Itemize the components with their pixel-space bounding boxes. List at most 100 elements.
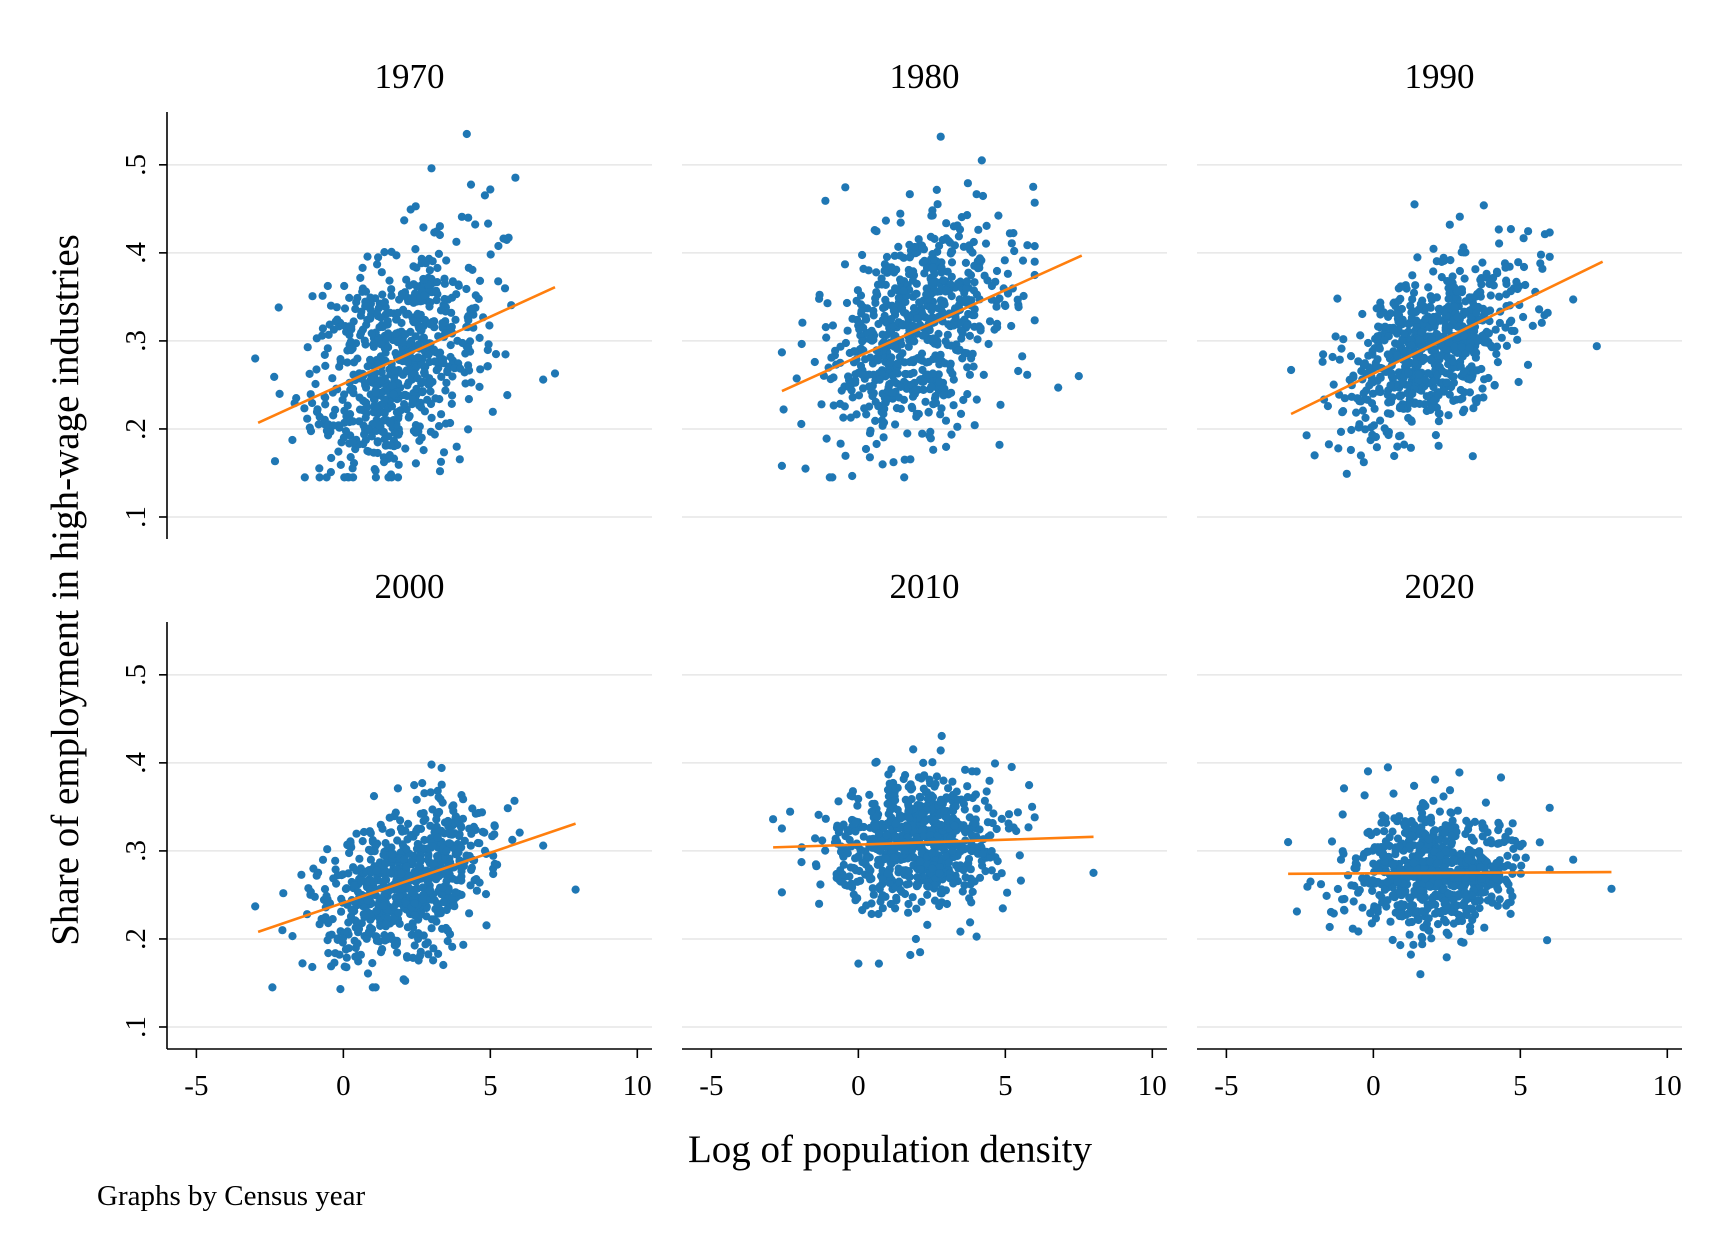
data-point bbox=[420, 789, 429, 798]
data-point bbox=[940, 806, 949, 815]
data-point bbox=[954, 279, 963, 288]
data-point bbox=[1432, 859, 1442, 868]
data-point bbox=[1407, 831, 1416, 840]
data-point bbox=[913, 314, 922, 323]
data-point bbox=[851, 827, 860, 836]
data-point bbox=[896, 251, 905, 260]
data-point bbox=[1376, 373, 1385, 382]
data-point bbox=[841, 832, 850, 841]
data-point bbox=[879, 824, 888, 833]
data-point bbox=[913, 873, 922, 882]
data-point bbox=[873, 356, 883, 365]
data-point bbox=[399, 855, 408, 864]
data-point bbox=[1478, 819, 1487, 828]
data-point bbox=[908, 321, 917, 330]
data-point bbox=[1461, 829, 1470, 839]
data-point bbox=[1455, 768, 1464, 777]
data-point bbox=[1429, 796, 1438, 805]
data-point bbox=[903, 429, 912, 438]
data-point bbox=[1459, 243, 1468, 252]
data-point bbox=[843, 326, 852, 335]
data-point bbox=[1356, 331, 1365, 340]
data-point bbox=[306, 390, 315, 399]
data-point bbox=[378, 945, 387, 954]
data-point bbox=[906, 333, 915, 342]
data-point bbox=[1431, 775, 1440, 784]
data-point bbox=[455, 455, 464, 464]
data-point bbox=[341, 427, 351, 436]
data-point bbox=[1030, 198, 1039, 207]
data-point bbox=[386, 441, 395, 450]
data-point bbox=[1381, 837, 1390, 846]
data-point bbox=[1003, 888, 1012, 897]
data-point bbox=[944, 784, 953, 793]
data-point bbox=[936, 132, 945, 141]
data-point bbox=[396, 824, 405, 833]
data-point bbox=[929, 445, 938, 454]
data-point bbox=[905, 190, 914, 199]
data-point bbox=[270, 372, 279, 381]
data-point bbox=[1409, 288, 1419, 297]
data-point bbox=[1316, 880, 1326, 889]
data-point bbox=[460, 836, 469, 846]
data-point bbox=[1474, 896, 1483, 905]
data-point bbox=[414, 353, 423, 362]
data-point bbox=[1373, 355, 1382, 364]
data-point bbox=[1433, 920, 1443, 929]
data-point bbox=[1373, 843, 1382, 852]
data-point bbox=[1380, 336, 1389, 345]
data-point bbox=[1376, 416, 1385, 425]
data-point bbox=[891, 284, 900, 293]
data-point bbox=[337, 438, 346, 447]
data-point bbox=[1424, 369, 1433, 378]
data-point bbox=[1433, 330, 1442, 339]
data-point bbox=[1333, 884, 1342, 894]
data-point bbox=[872, 439, 881, 449]
data-point bbox=[906, 455, 915, 464]
data-point bbox=[1440, 896, 1449, 906]
data-point bbox=[971, 819, 980, 828]
data-point bbox=[841, 183, 850, 192]
data-point bbox=[1514, 258, 1523, 267]
data-point bbox=[428, 805, 437, 814]
data-point bbox=[869, 311, 878, 320]
data-point bbox=[355, 854, 364, 863]
data-point bbox=[380, 248, 389, 257]
data-point bbox=[1023, 241, 1032, 250]
data-point bbox=[878, 875, 887, 884]
data-point bbox=[1383, 763, 1392, 772]
data-point bbox=[1413, 253, 1422, 262]
data-point bbox=[336, 460, 345, 469]
panel-title: 1990 bbox=[1405, 57, 1475, 96]
data-point bbox=[970, 305, 979, 314]
data-point bbox=[1483, 838, 1492, 847]
data-point bbox=[380, 395, 389, 404]
data-point bbox=[955, 295, 964, 304]
data-point bbox=[308, 962, 317, 972]
data-point bbox=[1409, 307, 1418, 316]
data-point bbox=[882, 330, 891, 340]
data-point bbox=[340, 390, 349, 399]
data-point bbox=[363, 446, 372, 456]
data-point bbox=[312, 365, 321, 374]
data-point bbox=[1410, 358, 1419, 368]
data-point bbox=[1494, 885, 1503, 894]
data-point bbox=[1508, 869, 1517, 879]
data-point bbox=[363, 362, 372, 371]
data-point bbox=[874, 402, 883, 411]
data-point bbox=[1415, 335, 1424, 344]
data-point bbox=[483, 362, 492, 371]
data-point bbox=[855, 325, 864, 334]
data-point bbox=[858, 337, 867, 346]
data-point bbox=[371, 466, 380, 475]
data-point bbox=[956, 927, 965, 936]
data-point bbox=[320, 885, 330, 894]
data-point bbox=[867, 909, 876, 919]
data-point bbox=[393, 473, 403, 482]
data-point bbox=[1417, 328, 1426, 337]
data-point bbox=[1468, 915, 1477, 925]
data-point bbox=[947, 388, 956, 397]
data-point bbox=[928, 864, 937, 873]
data-point bbox=[814, 810, 823, 820]
data-point bbox=[421, 815, 430, 824]
